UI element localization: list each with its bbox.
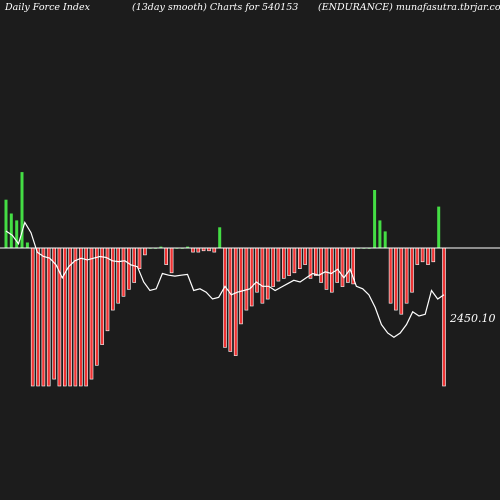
force-bar (239, 247, 243, 325)
force-bar (260, 247, 265, 304)
force-bar (340, 247, 345, 287)
force-bar (41, 247, 46, 387)
force-bar (373, 190, 377, 248)
force-bar (159, 246, 163, 248)
force-bar (218, 227, 222, 248)
force-bar (137, 247, 142, 270)
header-left: Daily Force Index (4, 2, 91, 13)
force-bar (281, 247, 286, 279)
bar-series (4, 172, 446, 387)
header-right: (ENDURANCE) munafasutra.tbrjar.com (318, 2, 500, 13)
force-bar (431, 247, 436, 263)
force-bar (394, 247, 398, 311)
force-bar (68, 247, 72, 387)
force-bar (442, 247, 446, 387)
force-bar (319, 247, 323, 283)
force-bar (271, 247, 275, 287)
force-bar (25, 242, 29, 248)
force-bar (52, 247, 56, 380)
force-bar (196, 247, 201, 253)
force-bar (111, 247, 115, 311)
force-bar (292, 247, 297, 274)
force-bar (303, 247, 307, 265)
force-bar (4, 199, 8, 248)
force-bar (121, 247, 126, 297)
force-bar (84, 247, 88, 387)
force-bar (313, 247, 318, 276)
force-bar (297, 247, 302, 270)
header-center: (13day smooth) Charts for 540153 (132, 2, 298, 13)
force-bar (415, 247, 420, 265)
force-bar (212, 247, 217, 253)
force-bar (36, 247, 40, 387)
force-bar (100, 247, 104, 345)
force-bar (73, 247, 78, 387)
price-line (5, 221, 445, 339)
force-bar (383, 231, 387, 248)
force-bar (105, 247, 110, 332)
force-bar (127, 247, 131, 290)
price-label: 2450.10 (449, 312, 496, 325)
force-bar (143, 247, 147, 256)
force-bar (186, 246, 190, 248)
force-bar (287, 247, 291, 276)
force-bar (15, 220, 19, 248)
force-bar (255, 247, 259, 293)
force-bar (30, 247, 35, 387)
force-bar (9, 213, 13, 248)
force-bar (62, 247, 67, 387)
force-bar (169, 247, 174, 274)
force-bar (116, 247, 120, 304)
force-bar (223, 247, 227, 348)
force-bar (95, 247, 99, 366)
force-bar (265, 247, 270, 300)
force-bar (388, 247, 393, 304)
force-bar (335, 247, 340, 283)
force-bar (233, 247, 238, 356)
force-bar (399, 247, 404, 315)
force-bar (244, 247, 249, 311)
force-bar (228, 247, 233, 352)
force-bar (346, 247, 350, 283)
force-bar (329, 247, 334, 293)
force-bar (410, 247, 414, 293)
force-bar (426, 247, 430, 265)
force-bar (46, 247, 51, 387)
force-bar (404, 247, 409, 304)
force-bar (79, 247, 83, 387)
force-bar (276, 247, 281, 282)
force-bar (378, 220, 382, 248)
force-bar (191, 247, 195, 253)
force-bar (89, 247, 94, 380)
force-bar (249, 247, 254, 307)
force-bar (420, 247, 425, 263)
force-bar (324, 247, 329, 290)
force-bar (164, 247, 168, 265)
force-bar (437, 206, 441, 248)
force-bar (20, 172, 24, 248)
